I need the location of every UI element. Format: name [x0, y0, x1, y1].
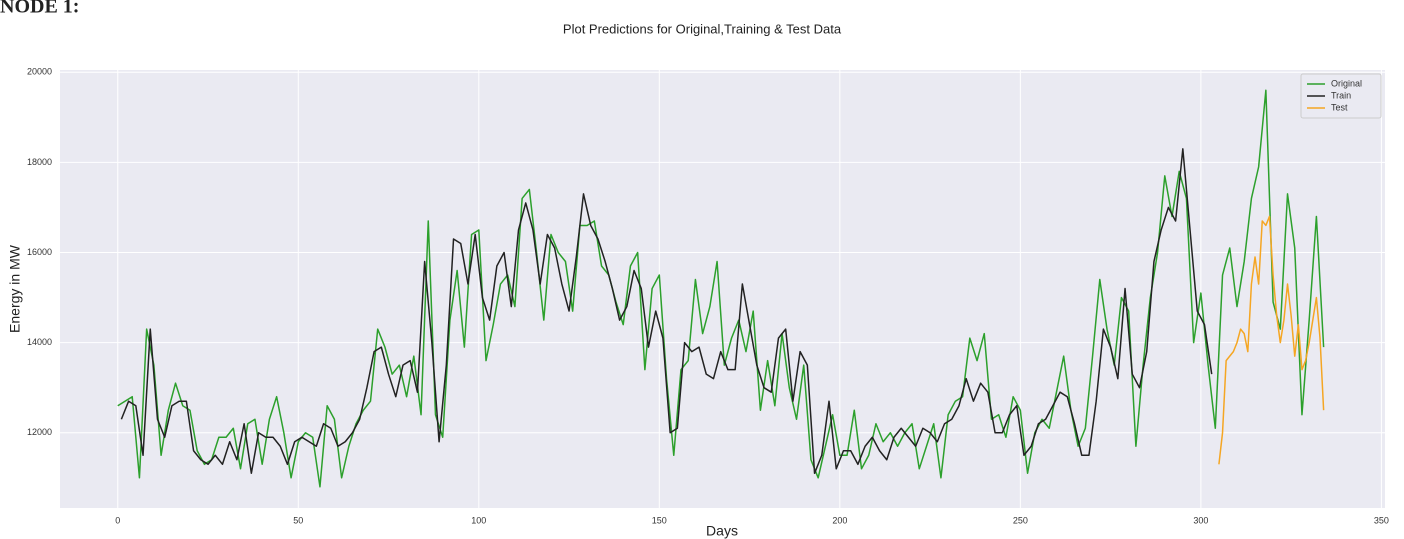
- legend-box: [1300, 73, 1382, 119]
- x-tick-label: 250: [1013, 515, 1028, 525]
- legend-label: Test: [1331, 102, 1348, 112]
- x-tick-label: 0: [115, 515, 120, 525]
- legend-label: Original: [1331, 78, 1362, 88]
- x-tick-label: 50: [293, 515, 303, 525]
- x-tick-label: 350: [1374, 515, 1389, 525]
- x-tick-label: 200: [832, 515, 847, 525]
- x-tick-label: 100: [471, 515, 486, 525]
- plot-area: [60, 70, 1385, 508]
- y-tick-label: 20000: [27, 67, 52, 77]
- chart-title: Plot Predictions for Original,Training &…: [563, 21, 842, 36]
- x-tick-label: 300: [1193, 515, 1208, 525]
- y-tick-label: 14000: [27, 337, 52, 347]
- series-line: [117, 89, 1325, 488]
- x-tick-label: 150: [652, 515, 667, 525]
- series-line: [1218, 215, 1325, 465]
- y-tick-label: 16000: [27, 247, 52, 257]
- y-tick-label: 18000: [27, 157, 52, 167]
- y-tick-label: 12000: [27, 427, 52, 437]
- legend-label: Train: [1331, 90, 1351, 100]
- y-axis-label: Energy in MW: [7, 244, 23, 333]
- series-line: [120, 148, 1213, 475]
- x-axis-label: Days: [706, 523, 738, 539]
- caption: NODE 1:: [0, 0, 79, 18]
